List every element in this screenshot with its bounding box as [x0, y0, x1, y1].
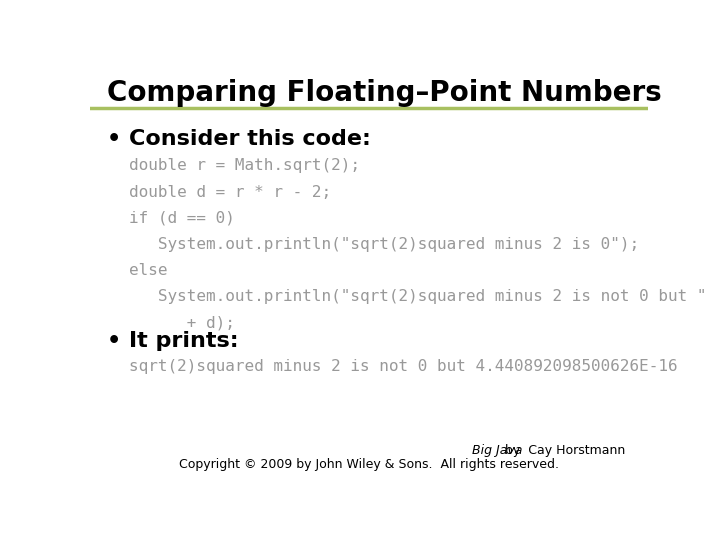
- Text: + d);: + d);: [129, 315, 235, 330]
- Text: by  Cay Horstmann: by Cay Horstmann: [501, 444, 626, 457]
- Text: • It prints:: • It prints:: [107, 331, 238, 351]
- Text: if (d == 0): if (d == 0): [129, 211, 235, 226]
- Text: Copyright © 2009 by John Wiley & Sons.  All rights reserved.: Copyright © 2009 by John Wiley & Sons. A…: [179, 458, 559, 471]
- Text: double r = Math.sqrt(2);: double r = Math.sqrt(2);: [129, 158, 360, 173]
- Text: Comparing Floating–Point Numbers: Comparing Floating–Point Numbers: [107, 79, 662, 107]
- Text: Big Java: Big Java: [472, 444, 523, 457]
- Text: double d = r * r - 2;: double d = r * r - 2;: [129, 185, 331, 200]
- Text: • Consider this code:: • Consider this code:: [107, 129, 371, 149]
- Text: sqrt(2)squared minus 2 is not 0 but 4.440892098500626E-16: sqrt(2)squared minus 2 is not 0 but 4.44…: [129, 359, 678, 374]
- Text: System.out.println("sqrt(2)squared minus 2 is not 0 but ": System.out.println("sqrt(2)squared minus…: [129, 289, 706, 305]
- Text: System.out.println("sqrt(2)squared minus 2 is 0");: System.out.println("sqrt(2)squared minus…: [129, 237, 639, 252]
- Text: else: else: [129, 263, 168, 278]
